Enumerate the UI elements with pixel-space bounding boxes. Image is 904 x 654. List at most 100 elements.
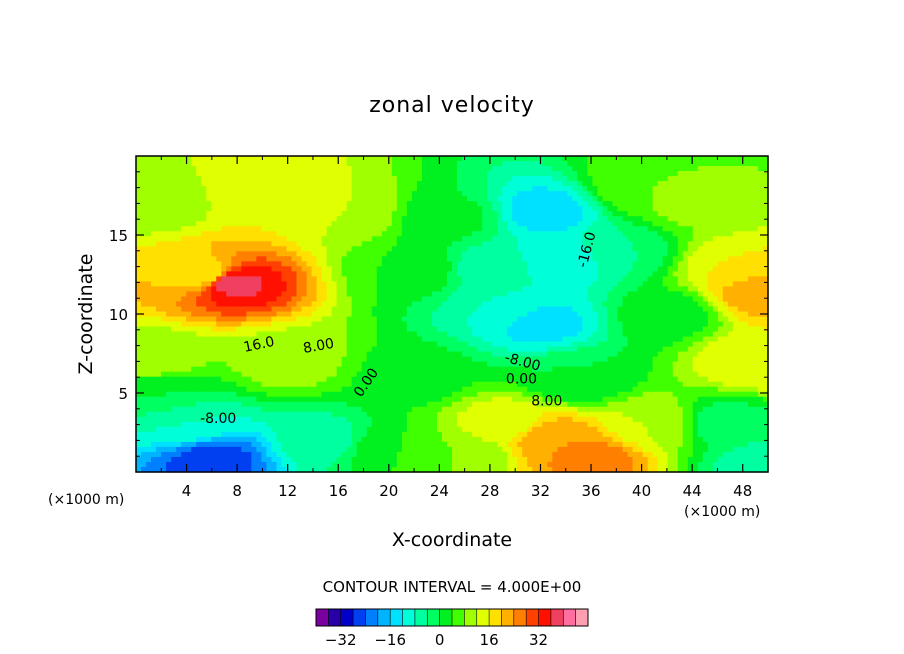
- field-cell: [462, 291, 468, 298]
- field-cell: [436, 326, 443, 333]
- field-cell: [692, 211, 699, 217]
- field-cell: [236, 176, 242, 182]
- field-cell: [612, 201, 619, 207]
- field-cell: [201, 186, 207, 192]
- field-cell: [321, 311, 328, 318]
- field-cell: [572, 276, 578, 282]
- field-cell: [301, 236, 308, 242]
- field-cell: [291, 271, 298, 277]
- field-cell: [406, 346, 413, 353]
- field-cell: [497, 176, 503, 182]
- field-cell: [221, 306, 227, 313]
- field-cell: [256, 306, 262, 313]
- field-cell: [737, 331, 744, 338]
- field-cell: [196, 336, 202, 343]
- field-cell: [331, 306, 338, 313]
- field-cell: [487, 261, 493, 267]
- field-cell: [627, 326, 634, 333]
- field-cell: [196, 276, 202, 282]
- field-cell: [166, 336, 172, 343]
- field-cell: [657, 196, 664, 202]
- field-cell: [742, 261, 749, 267]
- field-cell: [386, 236, 393, 242]
- field-cell: [637, 306, 644, 313]
- field-cell: [607, 336, 614, 343]
- field-cell: [552, 206, 558, 212]
- field-cell: [436, 241, 443, 247]
- field-cell: [672, 296, 679, 303]
- field-cell: [366, 336, 373, 343]
- field-cell: [527, 321, 533, 328]
- field-cell: [206, 206, 212, 212]
- field-cell: [431, 196, 438, 202]
- field-cell: [241, 306, 247, 313]
- field-cell: [517, 266, 523, 272]
- field-cell: [411, 306, 418, 313]
- field-cell: [311, 176, 318, 182]
- field-cell: [722, 231, 729, 237]
- field-cell: [657, 231, 664, 237]
- field-cell: [411, 291, 418, 298]
- field-cell: [742, 156, 749, 162]
- field-cell: [186, 241, 192, 247]
- field-cell: [281, 296, 288, 303]
- field-cell: [692, 176, 699, 182]
- field-cell: [597, 311, 604, 318]
- field-cell: [692, 216, 699, 222]
- field-cell: [251, 256, 257, 262]
- field-cell: [677, 156, 684, 162]
- field-cell: [416, 186, 423, 192]
- field-cell: [251, 201, 257, 207]
- field-cell: [166, 256, 172, 262]
- field-cell: [221, 176, 227, 182]
- field-cell: [296, 291, 303, 298]
- field-cell: [171, 346, 177, 353]
- field-cell: [732, 336, 739, 343]
- field-cell: [296, 306, 303, 313]
- field-cell: [527, 246, 533, 252]
- field-cell: [702, 251, 709, 257]
- field-cell: [311, 281, 318, 288]
- field-cell: [482, 346, 488, 353]
- field-cell: [647, 236, 654, 242]
- field-cell: [151, 316, 157, 323]
- field-cell: [757, 241, 764, 247]
- field-cell: [757, 191, 764, 197]
- field-cell: [386, 206, 393, 212]
- field-cell: [366, 226, 373, 232]
- field-cell: [752, 246, 759, 252]
- field-cell: [291, 191, 298, 197]
- field-cell: [256, 266, 262, 272]
- field-cell: [492, 306, 498, 313]
- field-cell: [457, 321, 463, 328]
- field-cell: [201, 226, 207, 232]
- field-cell: [467, 206, 473, 212]
- field-cell: [467, 311, 473, 318]
- field-cell: [642, 276, 649, 282]
- field-cell: [371, 261, 378, 267]
- field-cell: [592, 231, 599, 237]
- field-cell: [421, 321, 428, 328]
- field-cell: [206, 161, 212, 167]
- field-cell: [522, 166, 528, 172]
- field-cell: [296, 311, 303, 318]
- field-cell: [151, 326, 157, 333]
- field-cell: [742, 171, 749, 177]
- field-cell: [246, 321, 252, 328]
- field-cell: [386, 226, 393, 232]
- field-cell: [261, 171, 268, 177]
- field-cell: [141, 221, 147, 227]
- field-cell: [662, 206, 669, 212]
- field-cell: [762, 226, 769, 232]
- field-cell: [487, 331, 493, 338]
- field-cell: [647, 161, 654, 167]
- field-cell: [411, 256, 418, 262]
- field-cell: [722, 211, 729, 217]
- field-cell: [366, 176, 373, 182]
- field-cell: [752, 296, 759, 303]
- field-cell: [381, 181, 388, 187]
- field-cell: [391, 221, 398, 227]
- field-cell: [246, 161, 252, 167]
- field-cell: [221, 166, 227, 172]
- field-cell: [712, 236, 719, 242]
